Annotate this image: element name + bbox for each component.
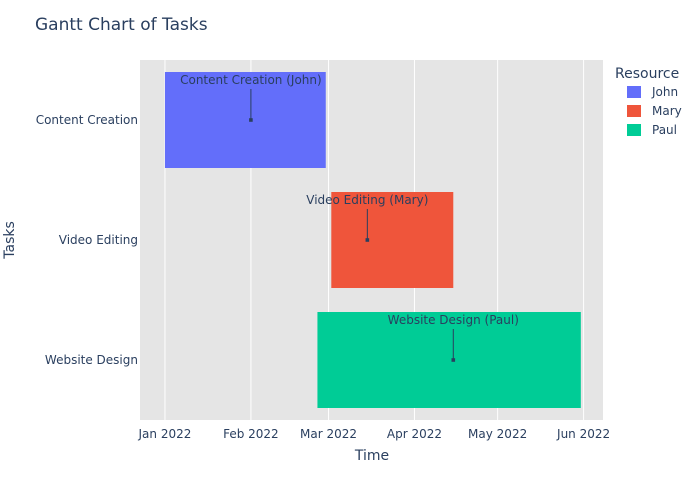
legend-swatch (627, 86, 641, 98)
annotation-label: Content Creation (John) (180, 73, 322, 87)
annotation-point (365, 238, 370, 242)
x-tick-label: May 2022 (468, 427, 527, 441)
legend: Resource John Mary Paul (615, 66, 682, 137)
legend-label: Mary (652, 104, 682, 118)
annotation-point (249, 118, 253, 122)
task-bar (164, 72, 326, 168)
x-tick-label: Mar 2022 (300, 427, 357, 441)
legend-label: John (651, 85, 678, 99)
legend-swatch (627, 124, 641, 136)
y-tick-label: Content Creation (36, 113, 138, 127)
annotation-label: Video Editing (Mary) (306, 193, 428, 207)
legend-title: Resource (615, 66, 679, 82)
annotation-label: Website Design (Paul) (388, 313, 519, 327)
chart-title: Gantt Chart of Tasks (35, 15, 208, 35)
task-bar (331, 192, 454, 288)
y-tick-label: Video Editing (59, 233, 138, 247)
x-tick-label: Apr 2022 (387, 427, 442, 441)
x-tick-label: Jun 2022 (556, 427, 610, 441)
x-axis-title: Time (354, 448, 389, 464)
x-tick-label: Feb 2022 (223, 427, 279, 441)
y-axis-title: Tasks (2, 221, 18, 260)
x-tick-label: Jan 2022 (138, 427, 192, 441)
task-bar (317, 312, 581, 408)
legend-swatch (627, 105, 641, 117)
legend-label: Paul (652, 123, 677, 137)
y-tick-label: Website Design (45, 353, 138, 367)
annotation-point (451, 358, 456, 362)
